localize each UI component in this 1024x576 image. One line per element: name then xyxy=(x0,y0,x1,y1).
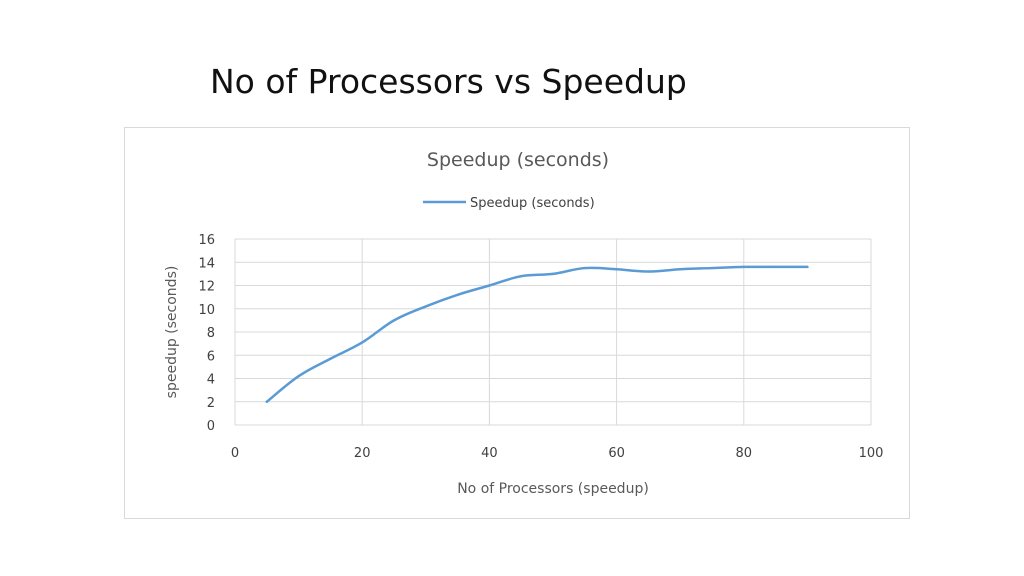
x-axis-title: No of Processors (speedup) xyxy=(457,481,649,497)
y-tick-label: 0 xyxy=(207,419,215,434)
data-point xyxy=(679,268,682,271)
y-tick-label: 12 xyxy=(198,280,215,295)
y-axis-title: speedup (seconds) xyxy=(164,266,180,399)
chart-title: Speedup (seconds) xyxy=(427,149,609,171)
y-tick-label: 4 xyxy=(207,373,215,388)
data-point xyxy=(520,275,523,278)
data-point xyxy=(710,266,714,270)
x-tick-label: 60 xyxy=(608,446,625,461)
data-point xyxy=(424,305,427,308)
data-point xyxy=(806,265,809,269)
slide-title: No of Processors vs Speedup xyxy=(210,62,687,101)
data-point xyxy=(615,268,618,271)
y-tick-label: 16 xyxy=(198,233,215,248)
data-point xyxy=(551,272,555,276)
y-tick-label: 6 xyxy=(207,349,215,364)
y-tick-label: 2 xyxy=(207,396,215,411)
x-tick-label: 100 xyxy=(859,446,884,461)
data-point xyxy=(392,319,396,322)
data-point xyxy=(488,284,491,287)
data-point xyxy=(456,293,459,296)
data-point xyxy=(774,265,777,269)
x-tick-label: 40 xyxy=(481,446,498,461)
data-point xyxy=(361,341,364,344)
y-tick-label: 14 xyxy=(198,256,215,271)
data-point xyxy=(742,265,745,269)
line-chart: 0 2 4 6 8 10 12 14 16 0 20 40 60 80 100 Speedup (second… xyxy=(164,149,884,497)
series-line-speedup xyxy=(265,265,809,403)
y-tick-label: 10 xyxy=(198,303,215,318)
x-tick-label: 0 xyxy=(231,446,239,461)
data-point xyxy=(297,374,300,378)
data-point xyxy=(265,400,268,403)
data-point xyxy=(583,266,586,270)
chart-frame: 0 2 4 6 8 10 12 14 16 0 20 40 60 80 100 Speedup (second… xyxy=(124,127,910,519)
x-tick-label: 20 xyxy=(354,446,371,461)
y-tick-label: 8 xyxy=(207,326,215,341)
data-point xyxy=(329,357,332,360)
legend-label: Speedup (seconds) xyxy=(470,196,595,211)
x-tick-label: 80 xyxy=(736,446,753,461)
data-point xyxy=(647,270,650,273)
